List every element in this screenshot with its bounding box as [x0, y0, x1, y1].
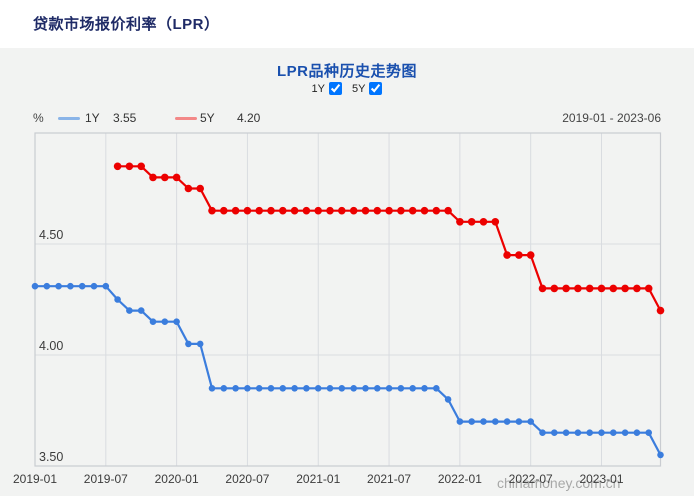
svg-text:2020-01: 2020-01	[155, 472, 199, 486]
toggle-5y-label: 5Y	[352, 82, 366, 95]
svg-text:2020-07: 2020-07	[225, 472, 269, 486]
legend-row: % 1Y 3.55 5Y 4.20 2019-01 - 2023-06	[0, 110, 694, 126]
y-axis-unit-label: %	[33, 111, 44, 125]
legend-value-1y: 3.55	[113, 111, 137, 125]
checkbox-5y[interactable]	[369, 82, 383, 95]
date-range-label: 2019-01 - 2023-06	[562, 111, 661, 125]
svg-text:3.50: 3.50	[39, 450, 63, 464]
legend-swatch-1y	[58, 117, 80, 120]
toggle-1y[interactable]: 1Y	[312, 82, 342, 95]
svg-text:2021-01: 2021-01	[296, 472, 340, 486]
chart-canvas[interactable]: 3.50 4.00 4.50 2019-01 2019-07 2020-01 2020-07…	[0, 48, 694, 496]
svg-text:2019-07: 2019-07	[84, 472, 128, 486]
svg-text:2019-01: 2019-01	[13, 472, 57, 486]
legend-name-1y[interactable]: 1Y	[85, 111, 100, 125]
svg-text:4.50: 4.50	[39, 228, 63, 242]
checkbox-1y[interactable]	[329, 82, 342, 95]
chart-title: LPR品种历史走势图	[276, 63, 417, 80]
toggle-1y-label: 1Y	[311, 82, 325, 95]
svg-text:2023-01: 2023-01	[579, 472, 623, 486]
legend-swatch-5y	[175, 117, 197, 120]
legend-name-5y[interactable]: 5Y	[200, 111, 215, 125]
chart-panel: LPR品种历史走势图 1Y 5Y % 1Y 3.55 5Y 4.20 2019-…	[0, 48, 694, 496]
toggle-5y[interactable]: 5Y	[352, 82, 383, 95]
svg-text:2022-01: 2022-01	[438, 472, 482, 486]
watermark: chinamoney.com.cn	[497, 475, 621, 491]
page-title: 贷款市场报价利率（LPR）	[33, 16, 220, 33]
series-toggle-row: 1Y 5Y	[0, 82, 694, 95]
svg-text:2021-07: 2021-07	[367, 472, 411, 486]
svg-text:4.00: 4.00	[39, 339, 63, 353]
legend-value-5y: 4.20	[237, 111, 261, 125]
svg-text:2022-07: 2022-07	[509, 472, 553, 486]
